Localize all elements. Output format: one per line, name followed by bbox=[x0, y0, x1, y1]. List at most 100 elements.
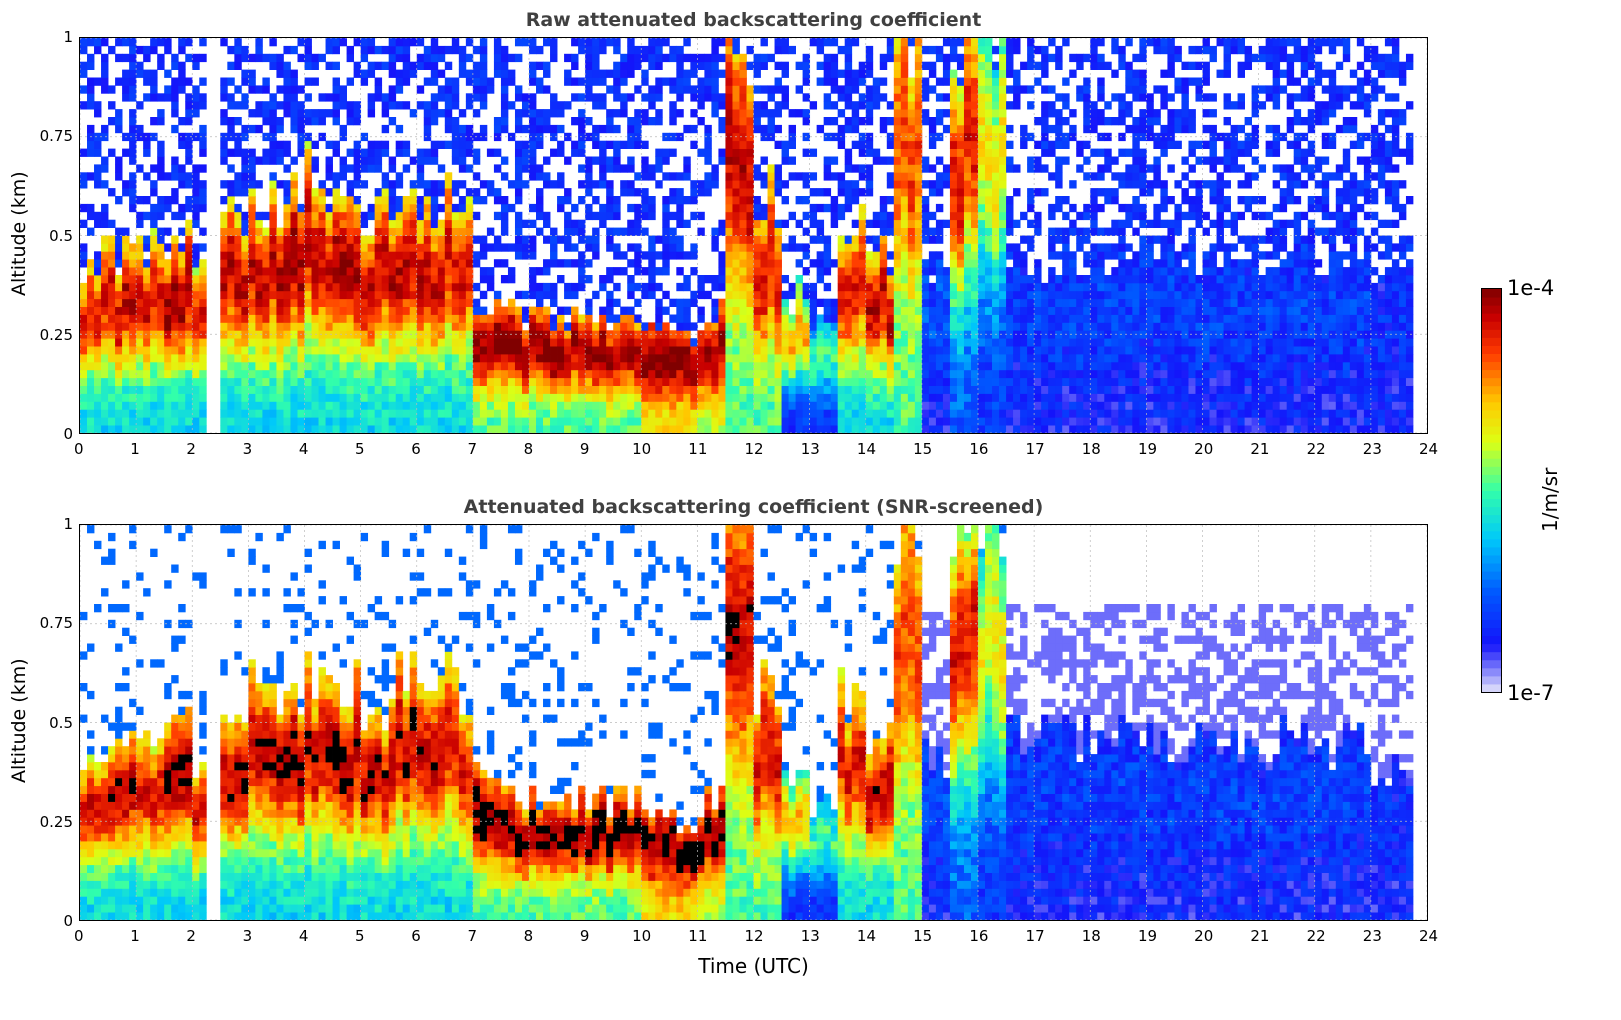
heatmap-cell bbox=[108, 393, 116, 402]
heatmap-cell bbox=[283, 282, 291, 292]
heatmap-cell bbox=[94, 219, 102, 228]
heatmap-cell bbox=[900, 140, 909, 149]
heatmap-cell bbox=[739, 298, 747, 307]
heatmap-cell bbox=[697, 53, 705, 63]
heatmap-cell bbox=[416, 235, 425, 244]
heatmap-cell bbox=[970, 61, 979, 70]
heatmap-cell bbox=[493, 290, 502, 300]
heatmap-cell bbox=[985, 338, 993, 347]
heatmap-cell bbox=[872, 322, 881, 331]
heatmap-cell bbox=[865, 361, 874, 371]
heatmap-cell bbox=[571, 61, 579, 70]
heatmap-cell bbox=[388, 156, 397, 165]
heatmap-cell bbox=[514, 377, 523, 386]
heatmap-cell bbox=[956, 361, 965, 371]
heatmap-cell bbox=[479, 338, 488, 347]
heatmap-cell bbox=[346, 275, 355, 284]
heatmap-cell bbox=[725, 417, 733, 426]
heatmap-cell bbox=[353, 409, 362, 418]
heatmap-cell bbox=[627, 409, 635, 418]
heatmap-cell bbox=[129, 314, 137, 323]
heatmap-cell bbox=[444, 267, 453, 276]
heatmap-cell bbox=[585, 203, 593, 213]
heatmap-cell bbox=[185, 219, 193, 228]
heatmap-cell bbox=[479, 85, 488, 94]
heatmap-cell bbox=[858, 235, 867, 244]
heatmap-cell bbox=[262, 346, 270, 355]
heatmap-cell bbox=[94, 409, 102, 418]
heatmap-cell bbox=[529, 109, 537, 118]
heatmap-cell bbox=[465, 314, 474, 323]
heatmap-cell bbox=[416, 282, 425, 292]
heatmap-cell bbox=[325, 298, 333, 307]
heatmap-cell bbox=[992, 361, 1000, 371]
heatmap-cell bbox=[935, 53, 944, 63]
heatmap-cell bbox=[627, 69, 635, 78]
heatmap-cell bbox=[978, 85, 986, 94]
heatmap-cell bbox=[171, 282, 179, 292]
heatmap-cell bbox=[255, 369, 263, 379]
heatmap-cell bbox=[802, 196, 811, 205]
heatmap-cell bbox=[978, 77, 986, 86]
heatmap-cell bbox=[255, 259, 263, 268]
heatmap-cell bbox=[985, 117, 993, 126]
heatmap-cell bbox=[858, 298, 867, 307]
heatmap-cell bbox=[255, 45, 263, 55]
heatmap-cell bbox=[662, 385, 670, 394]
heatmap-cell bbox=[676, 53, 684, 63]
heatmap-cell bbox=[514, 417, 523, 426]
heatmap-cell bbox=[80, 69, 88, 78]
heatmap-cell bbox=[395, 219, 404, 228]
heatmap-cell bbox=[809, 401, 818, 410]
heatmap-cell bbox=[592, 211, 600, 221]
heatmap-cell bbox=[571, 409, 579, 418]
heatmap-cell bbox=[732, 61, 740, 70]
heatmap-cell bbox=[465, 401, 474, 410]
heatmap-cell bbox=[753, 101, 761, 110]
heatmap-cell bbox=[844, 69, 853, 78]
heatmap-cell bbox=[493, 53, 502, 63]
heatmap-cell bbox=[423, 275, 432, 284]
heatmap-cell bbox=[521, 393, 530, 402]
heatmap-cell bbox=[80, 417, 88, 426]
heatmap-cell bbox=[599, 417, 607, 426]
heatmap-cell bbox=[830, 385, 839, 394]
heatmap-cell bbox=[339, 243, 347, 252]
heatmap-cell bbox=[837, 393, 846, 402]
heatmap-cell bbox=[529, 314, 537, 323]
heatmap-cell bbox=[669, 417, 677, 426]
heatmap-cell bbox=[395, 140, 404, 149]
heatmap-cell bbox=[739, 132, 747, 142]
heatmap-cell bbox=[416, 298, 425, 307]
heatmap-cell bbox=[725, 361, 733, 371]
heatmap-cell bbox=[992, 101, 1000, 110]
heatmap-cell bbox=[985, 330, 993, 339]
heatmap-cell bbox=[571, 425, 579, 433]
heatmap-cell bbox=[479, 425, 488, 433]
heatmap-cell bbox=[992, 211, 1000, 221]
heatmap-cell bbox=[571, 346, 579, 355]
heatmap-cell bbox=[220, 148, 228, 157]
heatmap-cell bbox=[900, 132, 909, 142]
heatmap-cell bbox=[150, 322, 158, 331]
heatmap-cell bbox=[395, 275, 404, 284]
heatmap-cell bbox=[893, 219, 902, 228]
heatmap-cell bbox=[914, 393, 923, 402]
heatmap-cell bbox=[921, 196, 930, 205]
heatmap-cell bbox=[444, 101, 453, 110]
heatmap-cell bbox=[662, 77, 670, 86]
heatmap-cell bbox=[613, 38, 621, 47]
heatmap-cell bbox=[928, 140, 937, 149]
heatmap-cell bbox=[171, 243, 179, 252]
heatmap-cell bbox=[893, 227, 902, 236]
heatmap-cell bbox=[599, 338, 607, 347]
heatmap-cell bbox=[129, 298, 137, 307]
heatmap-cell bbox=[809, 306, 818, 315]
heatmap-cell bbox=[978, 101, 986, 110]
heatmap-cell bbox=[711, 425, 719, 433]
heatmap-cell bbox=[746, 322, 754, 331]
heatmap-cell bbox=[479, 61, 488, 70]
heatmap-cell bbox=[739, 117, 747, 126]
heatmap-cell bbox=[332, 203, 340, 213]
heatmap-cell bbox=[851, 290, 860, 300]
